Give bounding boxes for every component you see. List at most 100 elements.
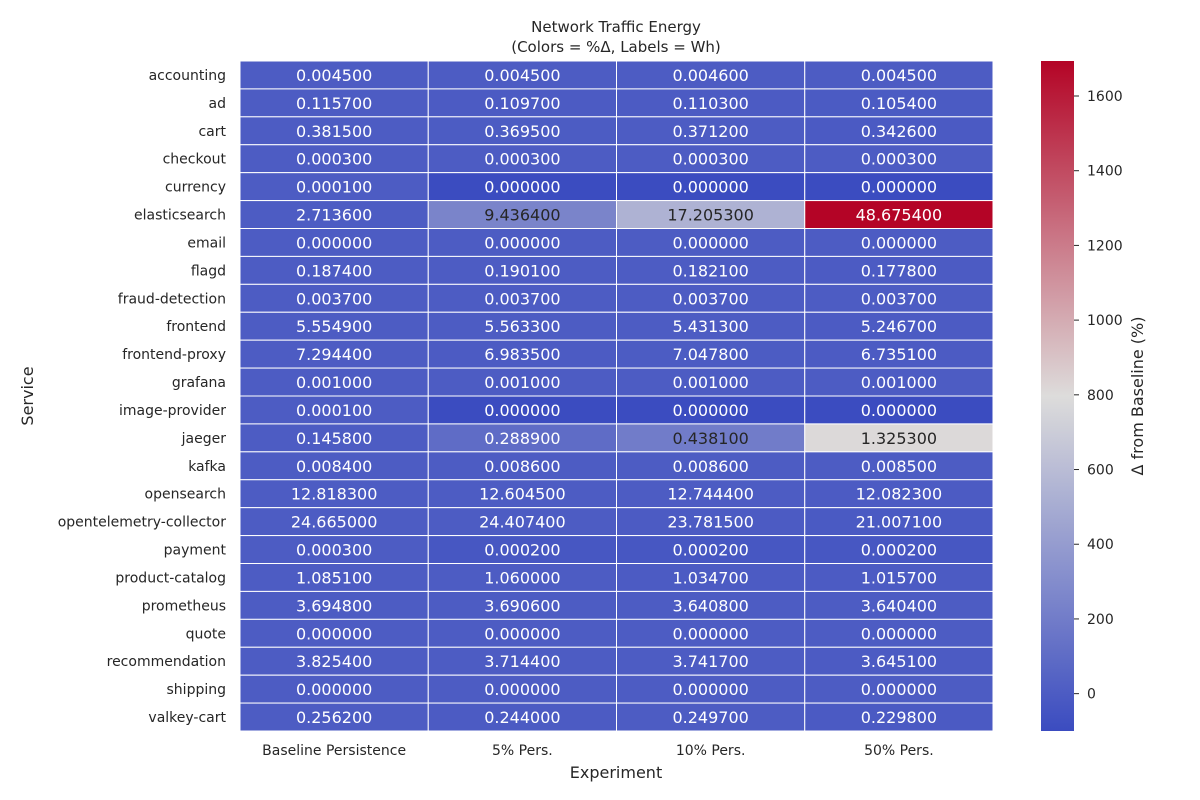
cell-value-label: 0.004600 (672, 66, 748, 85)
row-label: cart (198, 124, 226, 140)
heatmap-cell (239, 674, 429, 704)
cell-value-label: 0.000300 (672, 150, 748, 169)
cell-value-label: 0.000200 (484, 541, 560, 560)
heatmap-cell (616, 646, 806, 676)
heatmap-cell (616, 702, 806, 732)
y-axis-label: Service (18, 366, 37, 425)
cell-value-label: 0.381500 (296, 122, 372, 141)
heatmap-cell (427, 88, 617, 118)
cell-value-label: 0.008400 (296, 457, 372, 476)
heatmap-cell (616, 507, 806, 537)
cell-value-label: 1.325300 (861, 429, 937, 448)
row-label: checkout (163, 152, 227, 168)
cell-value-label: 0.000000 (296, 233, 372, 252)
heatmap-cell (427, 618, 617, 648)
cell-value-label: 0.008500 (861, 457, 937, 476)
cell-value-label: 0.000000 (484, 178, 560, 197)
heatmap-cell (804, 395, 994, 425)
heatmap-cell (804, 200, 994, 230)
heatmap-cell (427, 367, 617, 397)
cell-value-label: 0.000300 (484, 150, 560, 169)
cell-value-label: 23.781500 (667, 513, 754, 532)
cell-value-label: 0.256200 (296, 708, 372, 727)
row-label: payment (164, 543, 227, 559)
colorbar-tick-label: 1600 (1087, 89, 1123, 105)
heatmap-cell (804, 507, 994, 537)
cell-value-label: 0.001000 (484, 373, 560, 392)
heatmap-cell (616, 60, 806, 90)
heatmap-cell (616, 395, 806, 425)
row-label: quote (186, 626, 226, 642)
colorbar-tick-label: 200 (1087, 612, 1114, 628)
chart-title-line-1: Network Traffic Energy (531, 18, 701, 36)
cell-value-label: 5.554900 (296, 317, 372, 336)
row-label: product-catalog (115, 570, 226, 586)
heatmap-cell (804, 367, 994, 397)
heatmap-cell (804, 116, 994, 146)
row-label: currency (165, 180, 226, 196)
heatmap-cell (239, 60, 429, 90)
cell-value-label: 0.438100 (672, 429, 748, 448)
heatmap-cell (616, 311, 806, 341)
cell-value-label: 24.407400 (479, 513, 566, 532)
heatmap-cell (616, 172, 806, 202)
cell-value-label: 12.818300 (291, 485, 378, 504)
cell-value-label: 0.371200 (672, 122, 748, 141)
cell-value-label: 0.000100 (296, 401, 372, 420)
heatmap-cell (427, 395, 617, 425)
cell-value-label: 0.000200 (861, 541, 937, 560)
heatmap-cell (427, 116, 617, 146)
cell-value-label: 0.003700 (484, 289, 560, 308)
colorbar-ticks: 0 200 400 600 800 1000 1200 1400 1600 (1074, 89, 1123, 703)
cell-value-label: 0.000300 (296, 541, 372, 560)
cell-value-label: 0.004500 (484, 66, 560, 85)
row-label: accounting (149, 68, 226, 84)
cell-value-label: 0.004500 (296, 66, 372, 85)
cell-value-label: 3.825400 (296, 652, 372, 671)
cell-value-label: 0.115700 (296, 94, 372, 113)
row-label: shipping (167, 682, 226, 698)
cell-value-label: 0.003700 (296, 289, 372, 308)
colorbar-tick-label: 1200 (1087, 238, 1123, 254)
row-label: fraud-detection (118, 291, 226, 307)
chart-title: Network Traffic Energy (Colors = %Δ, Lab… (511, 18, 721, 56)
cell-value-label: 0.000200 (672, 541, 748, 560)
cell-value-label: 3.645100 (861, 652, 937, 671)
cell-value-label: 21.007100 (856, 513, 943, 532)
row-label: kafka (188, 459, 226, 475)
cell-value-label: 24.665000 (291, 513, 378, 532)
cell-value-label: 0.000000 (861, 233, 937, 252)
heatmap-cell (616, 563, 806, 592)
colorbar-label: Δ from Baseline (%) (1128, 317, 1147, 476)
cell-value-label: 0.190100 (484, 261, 560, 280)
heatmap-cell (239, 479, 429, 509)
heatmap-cell (616, 228, 806, 257)
cell-value-label: 5.246700 (861, 317, 937, 336)
cell-value-label: 3.690600 (484, 596, 560, 615)
cell-value-label: 6.983500 (484, 345, 560, 364)
cell-value-label: 0.369500 (484, 122, 560, 141)
row-label: frontend (166, 319, 226, 335)
heatmap-cell (427, 507, 617, 537)
cell-value-label: 0.001000 (296, 373, 372, 392)
cell-value-label: 0.000000 (296, 680, 372, 699)
cell-value-label: 1.085100 (296, 568, 372, 587)
cell-value-label: 0.000000 (861, 680, 937, 699)
cell-value-label: 0.244000 (484, 708, 560, 727)
cell-value-label: 0.000000 (484, 233, 560, 252)
cell-value-label: 0.000300 (861, 150, 937, 169)
heatmap-cell (427, 702, 617, 732)
cell-value-label: 0.003700 (672, 289, 748, 308)
heatmap-cell (427, 563, 617, 592)
cell-value-label: 3.640800 (672, 596, 748, 615)
cell-value-label: 17.205300 (667, 206, 754, 225)
cell-value-label: 5.431300 (672, 317, 748, 336)
heatmap-cell (804, 535, 994, 565)
cell-value-label: 0.000000 (861, 178, 937, 197)
heatmap-cell (616, 423, 806, 453)
cell-value-label: 0.000100 (296, 178, 372, 197)
heatmap-cell (427, 60, 617, 90)
colorbar-tick-label: 800 (1087, 388, 1114, 404)
heatmap-cell (804, 311, 994, 341)
cell-value-label: 2.713600 (296, 206, 372, 225)
